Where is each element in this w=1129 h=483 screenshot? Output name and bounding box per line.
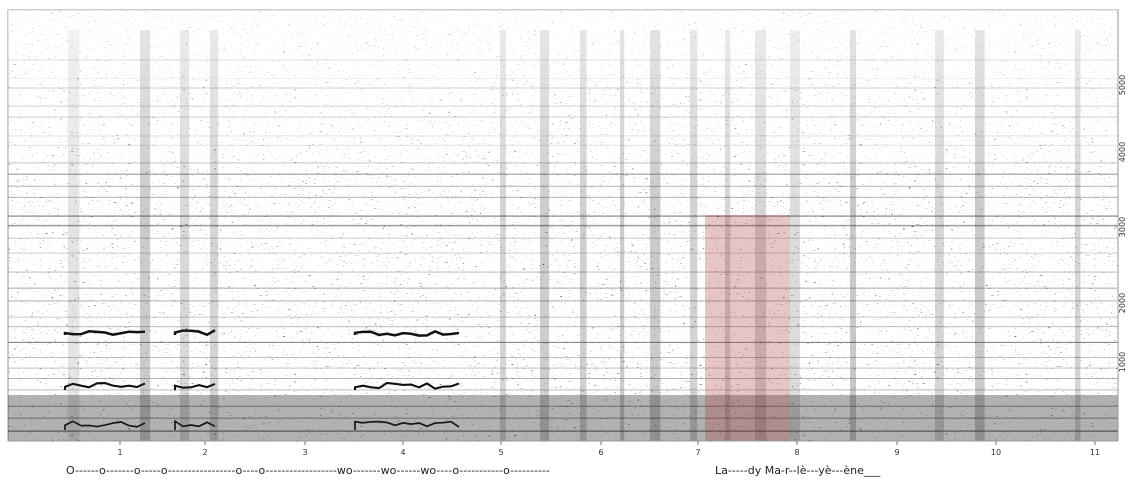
y-tick-label: 5000: [1118, 75, 1127, 95]
formant-track: [174, 419, 216, 430]
onset-stripe: [935, 30, 944, 441]
y-tick-label: 3000: [1118, 217, 1127, 237]
onset-stripe: [620, 30, 625, 441]
onset-stripe: [500, 30, 506, 441]
formant-track: [64, 420, 146, 430]
lyrics-right: La-----dy Ma-r--lè---yè---ène___: [715, 464, 881, 477]
onset-stripe: [140, 30, 151, 441]
x-tick-label: 5: [498, 448, 503, 457]
onset-stripe: [790, 30, 800, 441]
formant-track: [354, 420, 460, 430]
onset-stripe: [650, 30, 661, 441]
onset-stripe: [580, 30, 587, 441]
x-tick-label: 8: [794, 448, 799, 457]
formant-track: [63, 382, 146, 390]
x-tick-label: 1: [117, 448, 122, 457]
y-tick-label: 2000: [1118, 293, 1127, 313]
onset-stripe: [540, 30, 550, 441]
formant-track: [173, 329, 216, 337]
x-tick-label: 2: [202, 448, 207, 457]
x-tick-label: 9: [894, 448, 899, 457]
formant-track: [353, 381, 460, 390]
y-tick-label: 4000: [1118, 142, 1127, 162]
x-tick-label: 4: [400, 448, 405, 457]
formant-track: [353, 329, 460, 337]
axis-ticks: 1 2 3 4 5 6 7 8 9 10 11 1000 2000 3000 4000 5000: [117, 75, 1127, 457]
high-freq-fade: [8, 10, 1118, 210]
y-tick-label: 1000: [1118, 352, 1127, 372]
selection-highlight: [705, 215, 790, 441]
low-band: [8, 395, 1118, 441]
formant-track: [173, 382, 216, 390]
onset-stripe: [975, 30, 985, 441]
x-tick-label: 3: [302, 448, 307, 457]
onset-stripe: [180, 30, 190, 441]
onset-stripe: [1075, 30, 1081, 441]
x-tick-label: 11: [1090, 448, 1100, 457]
onset-stripe: [210, 30, 219, 441]
formant-track: [63, 330, 146, 337]
x-tick-label: 7: [695, 448, 700, 457]
onset-stripe: [755, 30, 767, 441]
x-tick-label: 6: [598, 448, 603, 457]
onset-stripe: [68, 30, 80, 441]
onset-stripe: [850, 30, 857, 441]
onset-stripe: [690, 30, 698, 441]
onset-stripe: [725, 30, 731, 441]
x-tick-label: 10: [991, 448, 1001, 457]
lyrics-left: O------o-------o-----o-----------------o…: [66, 464, 550, 477]
